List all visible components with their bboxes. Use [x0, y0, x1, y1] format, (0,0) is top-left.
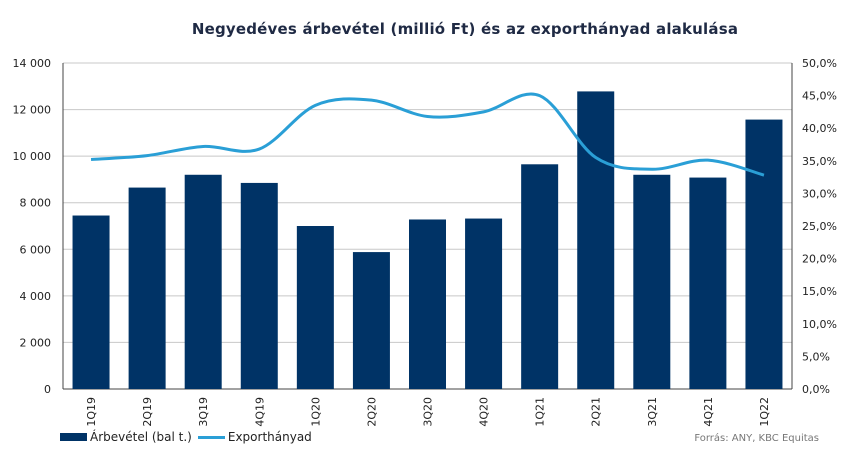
bar-3Q20: [409, 219, 446, 389]
legend-label-export: Exporthányad: [227, 430, 312, 444]
x-tick-label: 1Q20: [309, 397, 322, 427]
x-tick-label: 3Q21: [646, 397, 659, 427]
y-left-tick-label: 4 000: [20, 290, 52, 303]
x-tick-label: 3Q19: [197, 397, 210, 427]
bar-2Q21: [577, 91, 615, 389]
x-tick-label: 2Q19: [141, 397, 154, 427]
y-right-tick-label: 0,0%: [802, 383, 830, 396]
x-tick-label: 2Q21: [590, 397, 603, 427]
x-tick-label: 1Q19: [85, 397, 98, 427]
x-tick-label: 4Q19: [253, 397, 266, 427]
bar-4Q20: [465, 218, 503, 389]
legend-swatch-revenue: [60, 433, 87, 441]
y-left-tick-label: 12 000: [13, 104, 52, 117]
y-left-tick-label: 14 000: [13, 57, 52, 70]
bar-1Q21: [521, 164, 559, 389]
x-tick-label: 2Q20: [365, 397, 378, 427]
bar-3Q19: [184, 174, 222, 389]
y-right-tick-label: 25,0%: [802, 220, 837, 233]
y-right-tick-label: 20,0%: [802, 253, 837, 266]
bar-1Q22: [745, 119, 783, 389]
y-right-tick-label: 10,0%: [802, 318, 837, 331]
y-left-tick-label: 0: [44, 383, 51, 396]
source-note: Forrás: ANY, KBC Equitas: [694, 433, 819, 444]
bar-1Q19: [72, 215, 110, 389]
y-right-tick-label: 40,0%: [802, 122, 837, 135]
y-right-tick-label: 50,0%: [802, 57, 837, 70]
legend-item-export: Exporthányad: [197, 430, 312, 444]
legend: Árbevétel (bal t.) Exporthányad: [60, 430, 318, 444]
bar-3Q21: [633, 174, 671, 389]
bar-4Q19: [240, 182, 278, 389]
bar-2Q20: [352, 252, 390, 389]
x-tick-label: 4Q20: [478, 397, 491, 427]
chart-title: Negyedéves árbevétel (millió Ft) és az e…: [191, 20, 739, 38]
y-left-tick-label: 8 000: [20, 197, 52, 210]
x-tick-label: 1Q22: [758, 397, 771, 427]
legend-label-revenue: Árbevétel (bal t.): [90, 430, 192, 444]
y-left-tick-label: 2 000: [20, 336, 52, 349]
export-share-line: [90, 92, 765, 177]
y-left-tick-label: 6 000: [20, 243, 52, 256]
y-right-tick-label: 15,0%: [802, 285, 837, 298]
x-tick-label: 4Q21: [702, 397, 715, 427]
x-tick-label: 1Q21: [534, 397, 547, 427]
x-tick-label: 3Q20: [422, 397, 435, 427]
y-right-tick-label: 35,0%: [802, 155, 837, 168]
y-left-tick-label: 10 000: [13, 150, 52, 163]
y-right-tick-label: 30,0%: [802, 187, 837, 200]
bar-1Q20: [296, 226, 334, 389]
bar-4Q21: [689, 177, 727, 389]
legend-swatch-export: [197, 435, 225, 439]
y-right-tick-label: 5,0%: [802, 350, 830, 363]
legend-item-revenue: Árbevétel (bal t.): [60, 430, 192, 444]
y-right-tick-label: 45,0%: [802, 90, 837, 103]
bar-2Q19: [128, 187, 166, 389]
